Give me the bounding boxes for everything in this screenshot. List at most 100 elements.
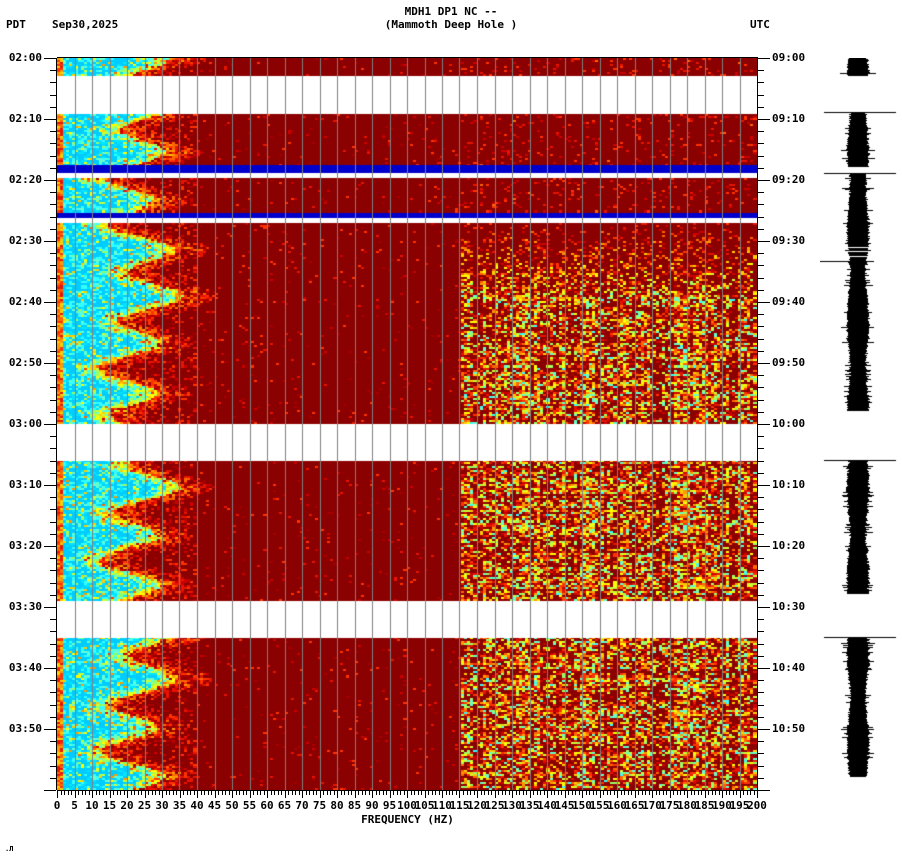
x-tick-minor <box>666 791 667 795</box>
x-tick-minor <box>183 791 184 795</box>
y-tick-minor-left <box>50 192 56 193</box>
x-tick-minor <box>68 791 69 795</box>
x-tick-minor <box>309 791 310 795</box>
y-tick-minor-left <box>50 656 56 657</box>
y-tick-minor-left <box>50 534 56 535</box>
y-axis-label-utc: 10:10 <box>772 478 806 491</box>
x-tick-minor <box>411 791 412 795</box>
y-tick-major-left <box>44 302 56 303</box>
y-tick-minor-right <box>758 705 764 706</box>
x-tick-minor <box>435 791 436 795</box>
spectrogram-plot[interactable] <box>57 58 757 790</box>
x-tick-minor <box>638 791 639 795</box>
y-tick-minor-left <box>50 143 56 144</box>
y-tick-major-right <box>758 424 770 425</box>
y-tick-minor-right <box>758 570 764 571</box>
x-tick-minor <box>173 791 174 795</box>
x-tick-major <box>407 791 408 798</box>
x-axis-label: 170 <box>642 799 662 812</box>
station-name: (Mammoth Deep Hole ) <box>384 18 518 31</box>
x-axis-label: 175 <box>659 799 680 812</box>
x-tick-major <box>635 791 636 798</box>
y-tick-minor-left <box>50 168 56 169</box>
x-tick-minor <box>463 791 464 795</box>
y-tick-major-left <box>44 485 56 486</box>
x-tick-major <box>495 791 496 798</box>
y-tick-minor-right <box>758 143 764 144</box>
y-tick-minor-right <box>758 497 764 498</box>
x-axis-label: 20 <box>120 799 134 812</box>
y-axis-label-pdt: 03:50 <box>8 722 42 735</box>
x-tick-minor <box>596 791 597 795</box>
x-tick-minor <box>684 791 685 795</box>
x-tick-minor <box>481 791 482 795</box>
y-tick-minor-right <box>758 619 764 620</box>
x-tick-minor <box>313 791 314 795</box>
y-tick-minor-left <box>50 290 56 291</box>
y-tick-minor-right <box>758 400 764 401</box>
y-tick-minor-left <box>50 522 56 523</box>
y-tick-minor-left <box>50 436 56 437</box>
x-axis-label: 130 <box>502 799 522 812</box>
x-tick-minor <box>264 791 265 795</box>
y-axis-label-pdt: 03:40 <box>8 661 42 674</box>
x-tick-minor <box>89 791 90 795</box>
x-tick-minor <box>281 791 282 795</box>
x-tick-minor <box>575 791 576 795</box>
y-tick-major-right <box>758 241 770 242</box>
y-tick-minor-left <box>50 229 56 230</box>
x-tick-minor <box>491 791 492 795</box>
x-tick-minor <box>561 791 562 795</box>
x-axis-label: 75 <box>312 799 327 812</box>
y-tick-minor-left <box>50 375 56 376</box>
x-tick-major <box>302 791 303 798</box>
x-tick-minor <box>176 791 177 795</box>
x-tick-minor <box>208 791 209 795</box>
y-tick-minor-right <box>758 168 764 169</box>
y-tick-minor-right <box>758 229 764 230</box>
x-tick-minor <box>274 791 275 795</box>
x-tick-minor <box>351 791 352 795</box>
y-axis-label-utc: 10:30 <box>772 600 806 613</box>
x-tick-minor <box>449 791 450 795</box>
x-tick-minor <box>726 791 727 795</box>
y-tick-minor-right <box>758 644 764 645</box>
x-tick-major <box>670 791 671 798</box>
y-tick-minor-left <box>50 705 56 706</box>
y-tick-minor-left <box>50 217 56 218</box>
x-tick-major <box>652 791 653 798</box>
y-tick-minor-left <box>50 351 56 352</box>
x-tick-major <box>285 791 286 798</box>
x-tick-minor <box>106 791 107 795</box>
y-axis-label-pdt: 02:20 <box>8 173 42 186</box>
x-tick-minor <box>428 791 429 795</box>
y-axis-label-pdt: 02:10 <box>8 112 42 125</box>
x-tick-minor <box>103 791 104 795</box>
x-tick-minor <box>691 791 692 795</box>
x-tick-major <box>390 791 391 798</box>
x-tick-minor <box>85 791 86 795</box>
x-tick-major <box>705 791 706 798</box>
x-tick-minor <box>659 791 660 795</box>
x-tick-minor <box>733 791 734 795</box>
x-tick-minor <box>680 791 681 795</box>
y-tick-minor-left <box>50 339 56 340</box>
y-tick-major-left <box>44 729 56 730</box>
y-tick-major-left <box>44 546 56 547</box>
x-tick-major <box>110 791 111 798</box>
x-tick-minor <box>544 791 545 795</box>
x-axis-label: 35 <box>172 799 187 812</box>
y-tick-minor-right <box>758 192 764 193</box>
x-axis-label: 160 <box>607 799 627 812</box>
y-tick-minor-left <box>50 107 56 108</box>
x-tick-major <box>547 791 548 798</box>
x-tick-minor <box>117 791 118 795</box>
y-tick-major-right <box>758 363 770 364</box>
x-tick-minor <box>166 791 167 795</box>
y-tick-minor-right <box>758 156 764 157</box>
y-tick-minor-left <box>50 461 56 462</box>
timezone-label-utc: UTC <box>750 18 770 31</box>
x-tick-major <box>459 791 460 798</box>
y-tick-minor-right <box>758 278 764 279</box>
y-axis-label-utc: 10:50 <box>772 722 806 735</box>
